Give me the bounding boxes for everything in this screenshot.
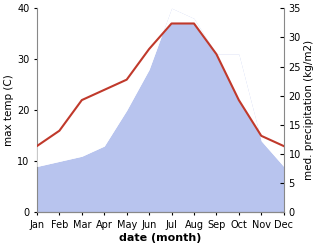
Y-axis label: max temp (C): max temp (C) <box>4 74 14 146</box>
X-axis label: date (month): date (month) <box>119 233 202 243</box>
Y-axis label: med. precipitation (kg/m2): med. precipitation (kg/m2) <box>304 40 314 180</box>
